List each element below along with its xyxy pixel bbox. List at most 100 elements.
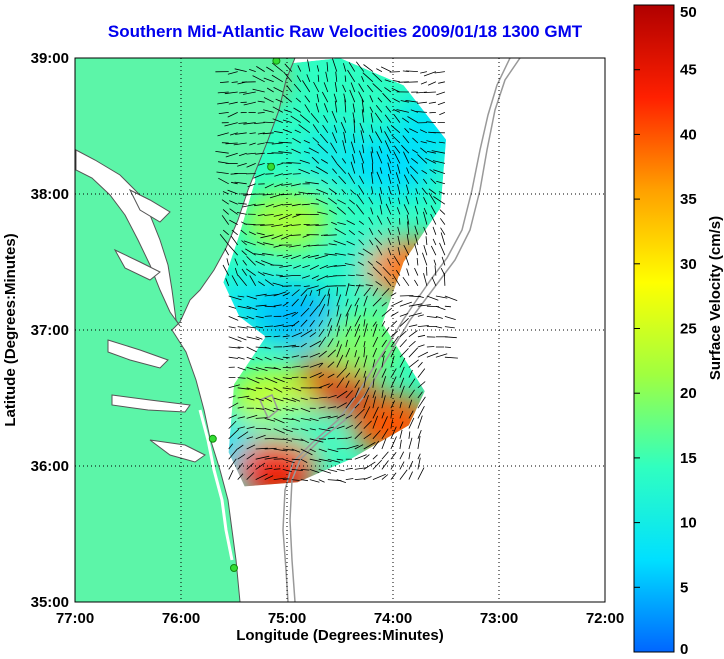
velocity-arrow bbox=[260, 234, 274, 239]
velocity-arrow bbox=[423, 226, 428, 235]
velocity-arrow bbox=[298, 168, 310, 174]
velocity-arrow bbox=[399, 401, 402, 409]
velocity-arrow bbox=[369, 95, 374, 103]
velocity-arrow bbox=[237, 431, 249, 440]
velocity-arrow bbox=[334, 81, 338, 93]
velocity-arrow bbox=[381, 320, 386, 327]
velocity-arrow bbox=[368, 227, 374, 235]
velocity-arrow bbox=[271, 62, 284, 72]
velocity-arrow bbox=[224, 248, 230, 256]
velocity-arrow bbox=[376, 151, 383, 164]
velocity-arrow bbox=[390, 436, 397, 450]
velocity-arrow bbox=[354, 335, 361, 348]
velocity-arrow bbox=[390, 292, 397, 297]
velocity-arrow bbox=[237, 473, 244, 480]
velocity-arrow bbox=[282, 428, 293, 433]
velocity-arrow bbox=[227, 112, 238, 118]
velocity-arrow bbox=[243, 240, 256, 246]
velocity-arrow bbox=[237, 346, 244, 348]
velocity-arrow bbox=[310, 112, 320, 123]
velocity-arrow bbox=[318, 479, 325, 483]
velocity-arrow bbox=[301, 203, 310, 206]
velocity-arrow bbox=[282, 478, 290, 480]
velocity-arrow bbox=[304, 104, 311, 113]
velocity-arrow bbox=[431, 276, 437, 286]
velocity-arrow bbox=[274, 131, 283, 134]
velocity-arrow bbox=[290, 234, 301, 236]
velocity-arrow bbox=[408, 378, 416, 389]
velocity-arrow bbox=[309, 265, 319, 270]
velocity-arrow bbox=[291, 428, 299, 430]
velocity-arrow bbox=[336, 377, 345, 389]
velocity-arrow bbox=[372, 473, 386, 480]
velocity-arrow bbox=[363, 433, 372, 440]
velocity-arrow bbox=[377, 97, 383, 103]
velocity-arrow bbox=[300, 365, 309, 368]
velocity-arrow bbox=[417, 325, 429, 327]
velocity-arrow bbox=[343, 131, 347, 144]
velocity-arrow bbox=[302, 265, 310, 269]
velocity-arrow bbox=[346, 220, 355, 225]
velocity-arrow bbox=[363, 341, 366, 348]
velocity-arrow bbox=[229, 200, 238, 205]
velocity-arrow bbox=[390, 355, 395, 368]
velocity-arrow bbox=[255, 417, 268, 419]
velocity-arrow bbox=[273, 304, 282, 307]
velocity-arrow bbox=[432, 160, 445, 164]
velocity-arrow bbox=[358, 230, 365, 236]
velocity-arrow bbox=[368, 216, 374, 225]
velocity-arrow bbox=[345, 380, 350, 388]
velocity-arrow bbox=[272, 282, 283, 287]
y-axis-title: Latitude (Degrees:Minutes) bbox=[2, 233, 19, 426]
velocity-arrow bbox=[379, 205, 383, 215]
velocity-arrow bbox=[399, 410, 404, 419]
velocity-arrow bbox=[386, 154, 392, 164]
velocity-arrow bbox=[292, 214, 301, 218]
velocity-arrow bbox=[338, 175, 347, 185]
velocity-arrow bbox=[433, 259, 437, 266]
velocity-arrow bbox=[264, 315, 272, 317]
velocity-arrow bbox=[228, 384, 240, 389]
velocity-arrow bbox=[363, 355, 368, 368]
velocity-arrow bbox=[300, 355, 309, 358]
velocity-arrow bbox=[393, 151, 401, 164]
x-tick-label: 74:00 bbox=[374, 610, 412, 627]
velocity-arrow bbox=[422, 178, 428, 185]
velocity-arrow bbox=[412, 137, 419, 144]
velocity-arrow bbox=[246, 453, 255, 460]
velocity-arrow bbox=[309, 448, 316, 453]
chesapeake-bay bbox=[75, 149, 206, 463]
velocity-arrow bbox=[307, 254, 319, 258]
velocity-arrow bbox=[290, 254, 301, 260]
velocity-arrow bbox=[363, 323, 368, 337]
velocity-arrow bbox=[393, 98, 401, 103]
colorbar-tick-label: 45 bbox=[680, 62, 697, 79]
velocity-arrow bbox=[336, 313, 342, 327]
velocity-arrow bbox=[255, 152, 265, 155]
velocity-arrow bbox=[235, 132, 247, 135]
velocity-arrow bbox=[336, 305, 340, 317]
velocity-arrow bbox=[282, 448, 294, 451]
velocity-arrow bbox=[392, 274, 401, 287]
velocity-arrow bbox=[417, 391, 423, 399]
velocity-arrow bbox=[334, 228, 346, 236]
velocity-arrow bbox=[257, 142, 265, 145]
velocity-arrow bbox=[218, 177, 229, 185]
velocity-arrow bbox=[228, 326, 236, 329]
plot-frame bbox=[74, 57, 606, 603]
velocity-arrow bbox=[411, 149, 419, 154]
velocity-arrow bbox=[408, 452, 411, 460]
velocity-arrow bbox=[273, 335, 281, 338]
velocity-arrow bbox=[309, 332, 317, 338]
velocity-arrow bbox=[406, 214, 410, 225]
velocity-arrow bbox=[399, 318, 409, 327]
y-tick-label: 36:00 bbox=[31, 458, 69, 475]
velocity-arrow bbox=[310, 203, 319, 205]
velocity-arrow bbox=[291, 224, 301, 226]
velocity-arrow bbox=[246, 436, 254, 440]
velocity-arrow bbox=[283, 71, 293, 83]
velocity-arrow bbox=[271, 234, 283, 240]
velocity-arrow bbox=[440, 268, 446, 276]
velocity-arrow bbox=[404, 128, 410, 134]
colorbar-tick-label: 15 bbox=[680, 450, 697, 467]
